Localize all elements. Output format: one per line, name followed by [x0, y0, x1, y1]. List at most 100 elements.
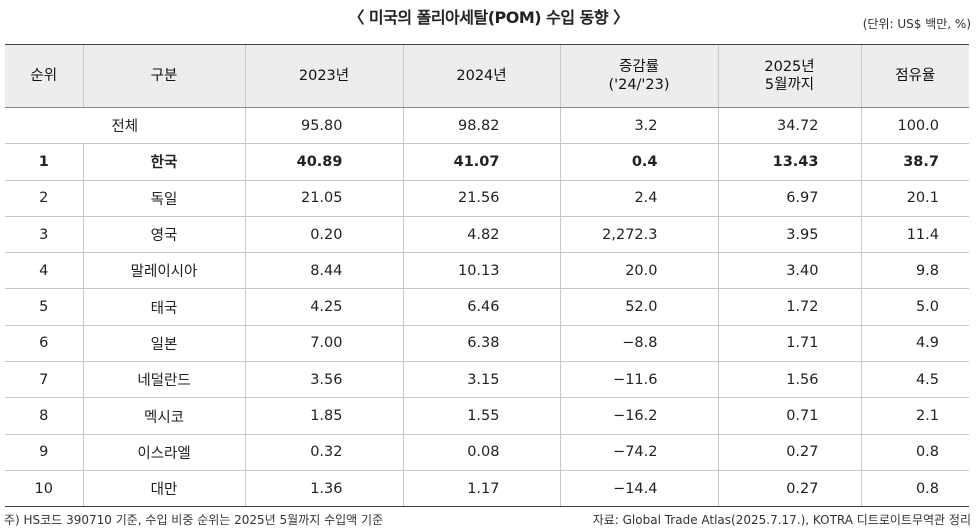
unit-note: (단위: US$ 백만, %)	[862, 17, 971, 31]
cell-growth: 2,272.3	[559, 216, 718, 254]
cell-share: 0.8	[860, 470, 969, 508]
header-2023: 2023년	[244, 44, 403, 108]
header-2025-line1: 2025년	[764, 58, 815, 75]
cell-share: 11.4	[860, 216, 969, 254]
cell-growth: 2.4	[559, 180, 718, 217]
cell-2025: 3.95	[717, 216, 861, 254]
cell-2025: 1.56	[717, 361, 861, 399]
table-row: 9 이스라엘 0.32 0.08 −74.2 0.27 0.8	[5, 434, 969, 471]
cell-2024: 6.46	[402, 288, 560, 326]
cell-2023: 8.44	[244, 252, 403, 290]
cell-share: 4.5	[860, 361, 969, 399]
cell-country: 이스라엘	[82, 434, 245, 471]
cell-2023: 40.89	[244, 143, 403, 181]
table-row: 3 영국 0.20 4.82 2,272.3 3.95 11.4	[5, 216, 969, 254]
table-row: 8 멕시코 1.85 1.55 −16.2 0.71 2.1	[5, 397, 969, 435]
cell-growth: −11.6	[559, 361, 718, 399]
cell-2023: 7.00	[244, 325, 403, 363]
cell-2025: 1.72	[717, 288, 861, 326]
table-row: 6 일본 7.00 6.38 −8.8 1.71 4.9	[5, 325, 969, 363]
table-row: 2 독일 21.05 21.56 2.4 6.97 20.1	[5, 180, 969, 217]
cell-2025: 1.71	[717, 325, 861, 363]
cell-rank: 4	[5, 252, 83, 290]
cell-2023: 4.25	[244, 288, 403, 326]
cell-2025: 0.71	[717, 397, 861, 435]
cell-growth: 0.4	[559, 143, 718, 181]
cell-2024: 10.13	[402, 252, 560, 290]
header-growth-line1: 증감률	[618, 58, 660, 75]
total-2025: 34.72	[717, 107, 861, 145]
total-growth: 3.2	[559, 107, 718, 145]
cell-share: 38.7	[860, 143, 969, 181]
cell-2023: 3.56	[244, 361, 403, 399]
total-2023: 95.80	[244, 107, 403, 145]
cell-2023: 0.20	[244, 216, 403, 254]
table-row: 4 말레이시아 8.44 10.13 20.0 3.40 9.8	[5, 252, 969, 290]
cell-rank: 10	[5, 470, 83, 508]
table-row: 10 대만 1.36 1.17 −14.4 0.27 0.8	[5, 470, 969, 508]
cell-growth: −16.2	[559, 397, 718, 435]
cell-share: 4.9	[860, 325, 969, 363]
cell-rank: 9	[5, 434, 83, 471]
cell-country: 독일	[82, 180, 245, 217]
cell-2024: 1.55	[402, 397, 560, 435]
cell-rank: 7	[5, 361, 83, 399]
cell-rank: 6	[5, 325, 83, 363]
cell-share: 2.1	[860, 397, 969, 435]
cell-country: 태국	[82, 288, 245, 326]
cell-2024: 4.82	[402, 216, 560, 254]
page-title: 〈 미국의 폴리아세탈(POM) 수입 동향 〉	[348, 8, 629, 27]
cell-rank: 1	[5, 143, 83, 181]
cell-country: 일본	[82, 325, 245, 363]
total-2024: 98.82	[402, 107, 560, 145]
cell-2023: 21.05	[244, 180, 403, 217]
cell-rank: 3	[5, 216, 83, 254]
cell-2024: 21.56	[402, 180, 560, 217]
cell-2023: 1.36	[244, 470, 403, 508]
cell-2024: 3.15	[402, 361, 560, 399]
cell-rank: 5	[5, 288, 83, 326]
cell-share: 5.0	[860, 288, 969, 326]
header-2025-line2: 5월까지	[764, 77, 815, 93]
cell-growth: −8.8	[559, 325, 718, 363]
cell-2025: 13.43	[717, 143, 861, 181]
header-row: 순위 구분 2023년 2024년 증감률 ('24/'23) 2025년 5월…	[5, 44, 969, 108]
import-table: 순위 구분 2023년 2024년 증감률 ('24/'23) 2025년 5월…	[5, 44, 969, 508]
cell-2025: 0.27	[717, 434, 861, 471]
cell-rank: 2	[5, 180, 83, 217]
cell-2024: 1.17	[402, 470, 560, 508]
cell-2024: 41.07	[402, 143, 560, 181]
table-row: 5 태국 4.25 6.46 52.0 1.72 5.0	[5, 288, 969, 326]
table-row: 1 한국 40.89 41.07 0.4 13.43 38.7	[5, 143, 969, 181]
table-row: 7 네덜란드 3.56 3.15 −11.6 1.56 4.5	[5, 361, 969, 399]
cell-share: 9.8	[860, 252, 969, 290]
cell-growth: −74.2	[559, 434, 718, 471]
cell-growth: 52.0	[559, 288, 718, 326]
cell-share: 0.8	[860, 434, 969, 471]
header-growth: 증감률 ('24/'23)	[559, 44, 718, 108]
cell-2023: 1.85	[244, 397, 403, 435]
cell-country: 한국	[82, 143, 245, 181]
header-category: 구분	[82, 44, 245, 108]
header-rank: 순위	[5, 44, 83, 108]
cell-2025: 0.27	[717, 470, 861, 508]
cell-2024: 6.38	[402, 325, 560, 363]
total-share: 100.0	[860, 107, 969, 145]
cell-2025: 3.40	[717, 252, 861, 290]
cell-country: 네덜란드	[82, 361, 245, 399]
header-growth-line2: ('24/'23)	[608, 77, 670, 93]
cell-country: 멕시코	[82, 397, 245, 435]
header-share: 점유율	[860, 44, 969, 108]
cell-growth: 20.0	[559, 252, 718, 290]
cell-share: 20.1	[860, 180, 969, 217]
cell-country: 영국	[82, 216, 245, 254]
cell-country: 말레이시아	[82, 252, 245, 290]
total-label: 전체	[5, 107, 245, 145]
cell-country: 대만	[82, 470, 245, 508]
cell-growth: −14.4	[559, 470, 718, 508]
cell-rank: 8	[5, 397, 83, 435]
header-2024: 2024년	[402, 44, 560, 108]
cell-2025: 6.97	[717, 180, 861, 217]
source-note: 자료: Global Trade Atlas(2025.7.17.), KOTR…	[592, 513, 971, 527]
header-2025: 2025년 5월까지	[717, 44, 861, 108]
